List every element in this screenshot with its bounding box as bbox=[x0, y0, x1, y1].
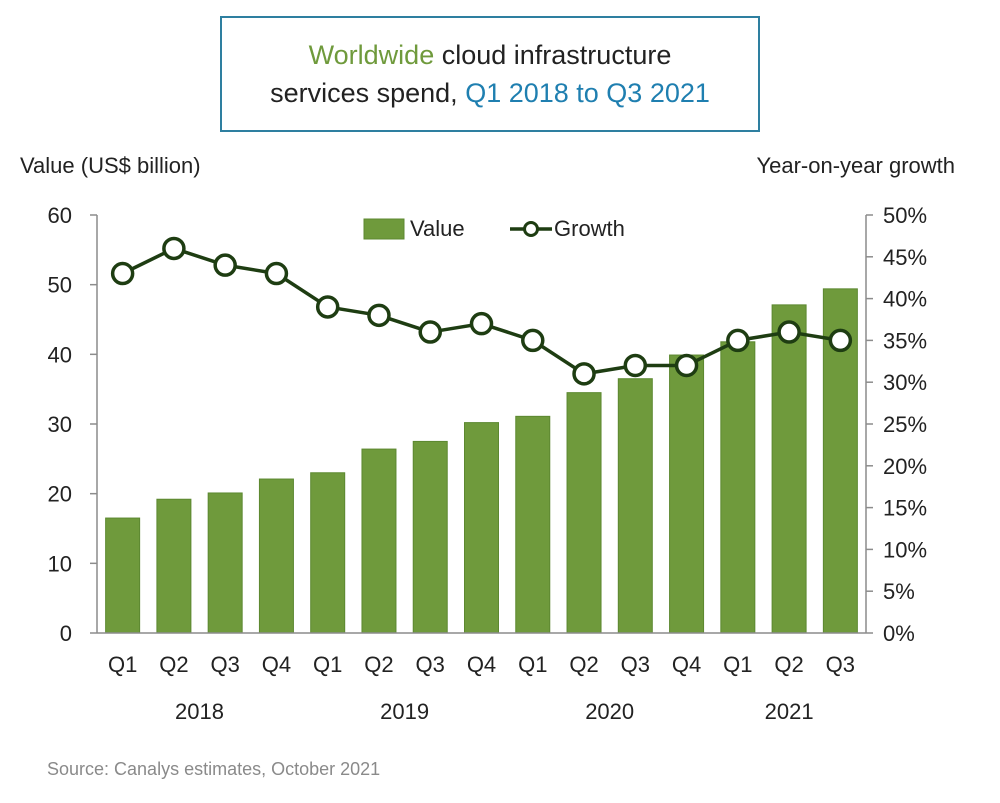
y-axis-title: Value (US$ billion) bbox=[20, 153, 201, 178]
bar-9 bbox=[515, 415, 551, 634]
growth-point-9 bbox=[521, 328, 545, 353]
chart-title: Worldwide cloud infrastructure services … bbox=[220, 16, 760, 132]
y2-tick-label: 35% bbox=[883, 328, 927, 353]
y-tick-label: 20 bbox=[48, 482, 72, 507]
y-tick-label: 60 bbox=[48, 203, 72, 228]
bar-6 bbox=[361, 448, 397, 634]
growth-point-3 bbox=[213, 253, 237, 277]
bar-14 bbox=[771, 304, 807, 634]
y2-tick-label: 45% bbox=[883, 245, 927, 270]
y-tick-label: 10 bbox=[48, 551, 72, 576]
bar-4 bbox=[258, 478, 294, 634]
x-tick-label: Q1 bbox=[518, 652, 547, 677]
bar-3 bbox=[207, 492, 243, 634]
title-worldwide: Worldwide bbox=[308, 40, 435, 70]
y2-axis-title: Year-on-year growth bbox=[756, 153, 955, 178]
chart-title-line-2: services spend, Q1 2018 to Q3 2021 bbox=[270, 74, 710, 112]
growth-point-7 bbox=[418, 320, 442, 344]
legend-growth-marker bbox=[523, 221, 539, 237]
x-tick-label: Q4 bbox=[467, 652, 496, 677]
x-tick-label: Q3 bbox=[210, 652, 239, 677]
legend-growth-label: Growth bbox=[554, 216, 625, 241]
year-label: 2018 bbox=[175, 699, 224, 724]
y-tick-label: 30 bbox=[48, 412, 72, 437]
growth-point-5 bbox=[315, 295, 340, 319]
source-note: Source: Canalys estimates, October 2021 bbox=[47, 759, 381, 779]
growth-point-1 bbox=[110, 261, 135, 286]
growth-point-15 bbox=[828, 328, 853, 353]
x-tick-label: Q2 bbox=[159, 652, 188, 677]
growth-point-6 bbox=[367, 303, 391, 328]
bar-7 bbox=[412, 440, 448, 634]
bar-10 bbox=[566, 392, 602, 634]
title-period: Q1 2018 to Q3 2021 bbox=[465, 78, 710, 108]
growth-point-2 bbox=[162, 236, 186, 261]
growth-point-13 bbox=[726, 328, 750, 353]
growth-point-10 bbox=[572, 362, 596, 386]
bar-13 bbox=[720, 341, 756, 634]
y2-tick-label: 50% bbox=[883, 203, 927, 228]
year-label: 2019 bbox=[380, 699, 429, 724]
bar-12 bbox=[669, 354, 705, 634]
y-tick-label: 0 bbox=[60, 621, 72, 646]
y2-tick-label: 40% bbox=[883, 287, 927, 312]
growth-point-11 bbox=[623, 353, 648, 378]
x-tick-label: Q3 bbox=[826, 652, 855, 677]
y2-tick-label: 10% bbox=[883, 537, 927, 562]
bar-8 bbox=[464, 422, 499, 634]
year-label: 2020 bbox=[585, 699, 634, 724]
title-cloud-infra: cloud infrastructure bbox=[441, 40, 672, 70]
bar-11 bbox=[617, 378, 653, 634]
x-tick-label: Q1 bbox=[313, 652, 342, 677]
title-services-spend: services spend, bbox=[270, 78, 458, 108]
x-tick-label: Q1 bbox=[723, 652, 752, 677]
year-label: 2021 bbox=[765, 699, 814, 724]
bar-5 bbox=[310, 472, 346, 634]
y-tick-label: 50 bbox=[48, 273, 72, 298]
legend-value-label: Value bbox=[410, 216, 465, 241]
y2-tick-label: 0% bbox=[883, 621, 915, 646]
x-tick-label: Q2 bbox=[364, 652, 393, 677]
y2-tick-label: 15% bbox=[883, 496, 927, 521]
growth-point-8 bbox=[469, 311, 494, 336]
growth-point-4 bbox=[264, 261, 289, 286]
chart-title-line-1: Worldwide cloud infrastructure bbox=[309, 36, 672, 74]
legend-value-swatch bbox=[363, 218, 405, 240]
x-tick-label: Q2 bbox=[569, 652, 598, 677]
y2-tick-label: 20% bbox=[883, 454, 927, 479]
x-tick-label: Q4 bbox=[262, 652, 291, 677]
bar-2 bbox=[156, 498, 192, 634]
growth-point-12 bbox=[674, 353, 699, 378]
bar-1 bbox=[105, 517, 141, 634]
x-tick-label: Q1 bbox=[108, 652, 137, 677]
y2-tick-label: 5% bbox=[883, 579, 915, 604]
x-tick-label: Q3 bbox=[416, 652, 445, 677]
y-tick-label: 40 bbox=[48, 342, 72, 367]
growth-point-14 bbox=[777, 320, 801, 344]
y2-tick-label: 30% bbox=[883, 370, 927, 395]
x-tick-label: Q3 bbox=[621, 652, 650, 677]
x-tick-label: Q2 bbox=[774, 652, 803, 677]
x-tick-label: Q4 bbox=[672, 652, 701, 677]
y2-tick-label: 25% bbox=[883, 412, 927, 437]
